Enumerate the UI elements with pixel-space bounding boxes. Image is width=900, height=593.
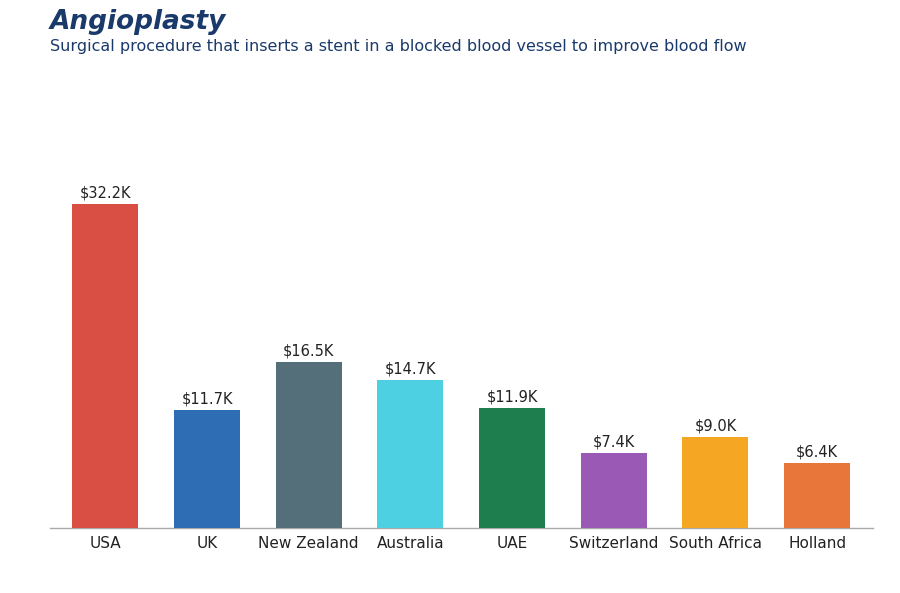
Bar [174, 410, 240, 528]
Bar [479, 408, 545, 528]
Bar [580, 454, 647, 528]
Text: $14.7K: $14.7K [384, 362, 436, 377]
Text: $11.7K: $11.7K [181, 392, 233, 407]
Bar [682, 438, 749, 528]
Bar [72, 204, 139, 528]
Bar [784, 464, 850, 528]
Text: $16.5K: $16.5K [284, 343, 335, 358]
Text: $9.0K: $9.0K [694, 419, 736, 434]
Text: Angioplasty: Angioplasty [50, 9, 226, 35]
Text: $7.4K: $7.4K [592, 435, 634, 450]
Bar [377, 380, 444, 528]
Text: Surgical procedure that inserts a stent in a blocked blood vessel to improve blo: Surgical procedure that inserts a stent … [50, 39, 746, 53]
Text: $11.9K: $11.9K [486, 390, 538, 404]
Text: $6.4K: $6.4K [796, 445, 838, 460]
Text: $32.2K: $32.2K [80, 186, 131, 200]
Bar [275, 362, 342, 528]
